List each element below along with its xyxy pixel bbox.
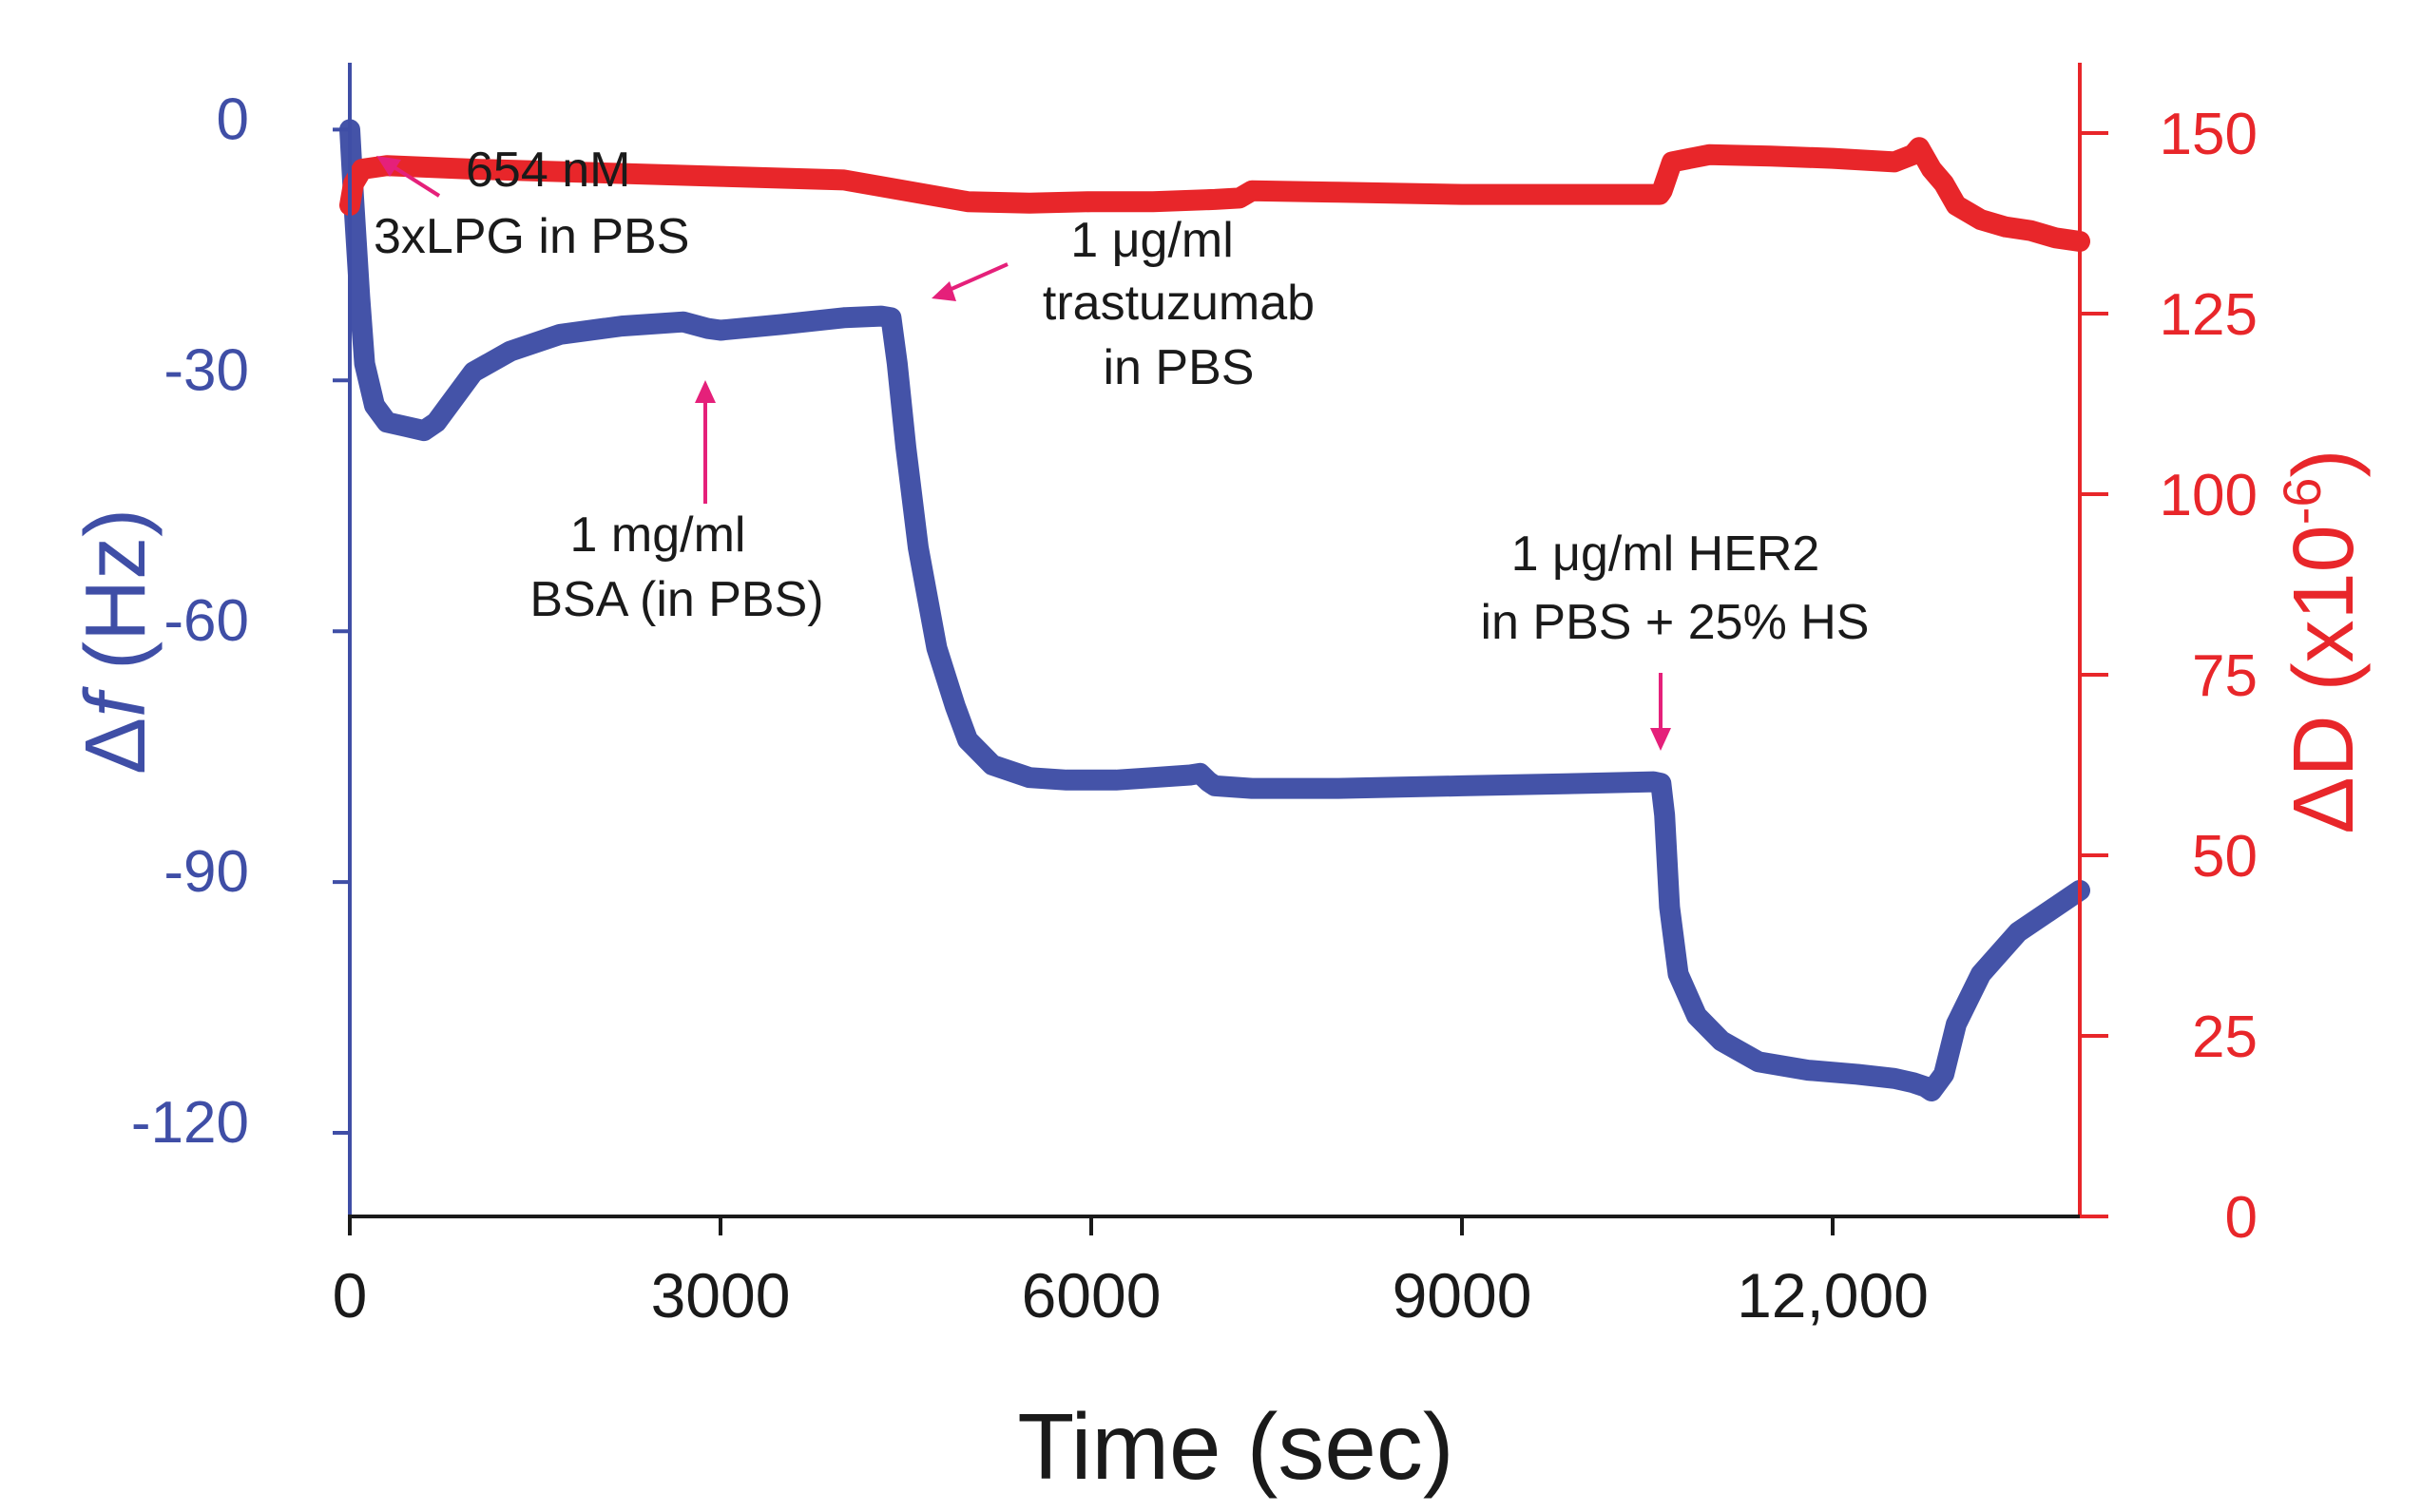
right-axis-label-main: ΔD (x10 (2277, 525, 2372, 833)
x-axis-label: Time (sec) (1017, 1394, 1453, 1499)
annot-bsa-line1: 1 mg/ml (570, 507, 746, 563)
arrow-trastuzumab (942, 262, 1009, 295)
left-axis-label: Δf (Hz) (68, 508, 163, 775)
annot-654nm-line1: 654 nM (466, 143, 630, 198)
left-tick-label: -120 (131, 1090, 249, 1156)
annot-trastuzumab-line2: trastuzumab (1043, 276, 1315, 331)
annot-her2-line2: in PBS + 25% HS (1481, 595, 1870, 650)
right-axis-label: ΔD (x10-6) (2272, 450, 2372, 834)
x-tick-label: 12,000 (1737, 1260, 1929, 1330)
right-tick-label: 125 (2160, 282, 2258, 348)
left-tick-label: -60 (163, 588, 249, 654)
x-tick-label: 3000 (651, 1260, 791, 1330)
right-axis-label-exp: -6 (2272, 477, 2332, 525)
series-layer (339, 119, 2090, 1101)
annotation-arrows (376, 156, 1671, 751)
left-axis-label-space (68, 670, 163, 694)
right-tick-label: 150 (2160, 102, 2258, 167)
series-line-dissipation (339, 137, 2090, 252)
left-tick-label: -30 (163, 337, 249, 403)
left-axis-label-symbol: Δ (68, 718, 163, 775)
annot-trastuzumab-line3: in PBS (1104, 340, 1255, 395)
left-tick-label: -90 (163, 839, 249, 905)
annot-trastuzumab-line1: 1 μg/ml (1070, 213, 1234, 268)
arrowhead-bsa (695, 380, 716, 403)
arrowhead-her2 (1650, 728, 1671, 751)
annot-bsa-line2: BSA (in PBS) (529, 572, 823, 627)
x-tick-label: 0 (333, 1260, 368, 1330)
right-tick-label: 25 (2192, 1005, 2258, 1070)
left-axis-ticks: 0 -30 -60 -90 -120 (131, 86, 350, 1156)
annot-654nm-line2: 3xLPG in PBS (374, 209, 689, 264)
left-axis-label-unit: (Hz) (68, 508, 163, 670)
right-axis-ticks: 150 125 100 75 50 25 0 (2080, 102, 2258, 1251)
right-tick-label: 75 (2192, 643, 2258, 709)
right-tick-label: 0 (2225, 1185, 2258, 1251)
annot-her2-line1: 1 μg/ml HER2 (1511, 526, 1820, 582)
series-line-frequency (339, 119, 2090, 1101)
left-tick-label: 0 (217, 86, 249, 152)
x-axis-ticks: 0 3000 6000 9000 12,000 (333, 1216, 1929, 1330)
right-axis-label-close: ) (2277, 450, 2372, 478)
arrowhead-trastuzumab (932, 281, 956, 301)
arrowhead-654nm (376, 156, 401, 177)
x-tick-label: 9000 (1393, 1260, 1532, 1330)
right-tick-label: 50 (2192, 824, 2258, 890)
x-tick-label: 6000 (1022, 1260, 1162, 1330)
right-tick-label: 100 (2160, 463, 2258, 528)
